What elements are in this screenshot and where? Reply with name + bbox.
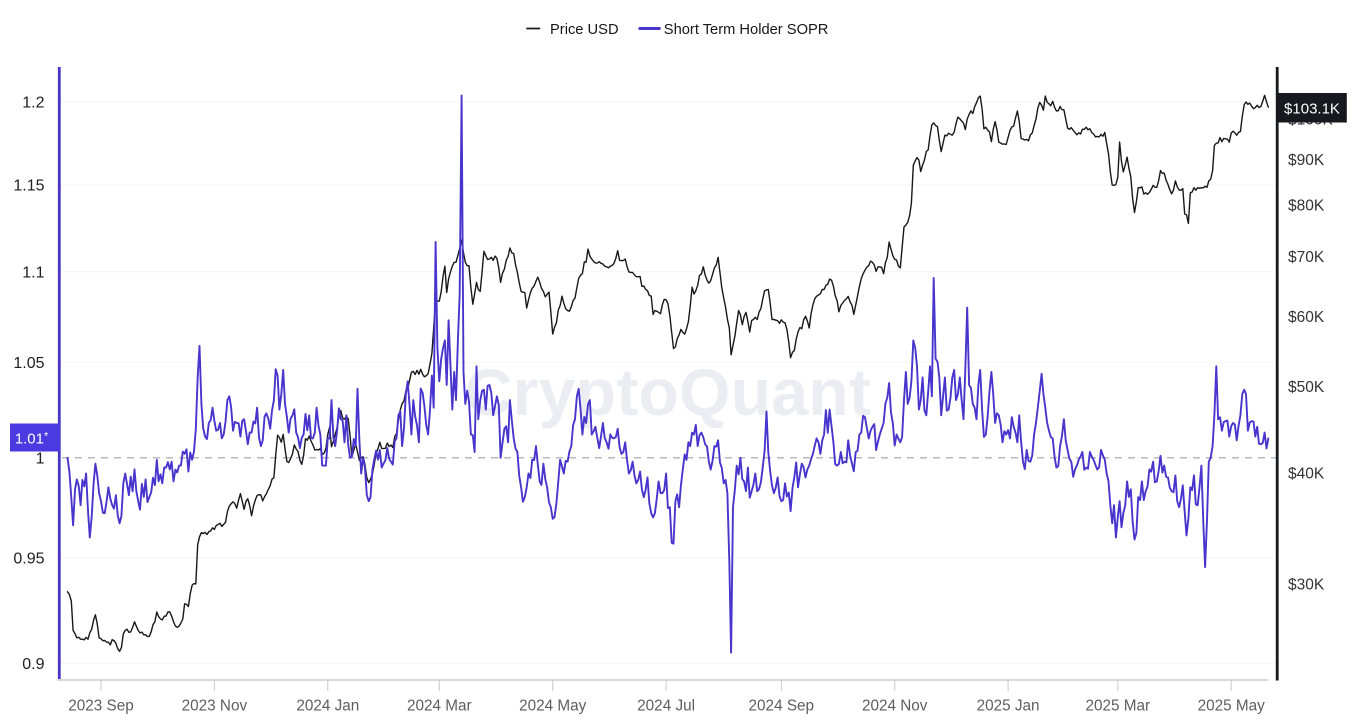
svg-text:0.95: 0.95: [13, 550, 44, 567]
svg-text:Price USD: Price USD: [550, 22, 619, 38]
svg-text:2025 Mar: 2025 Mar: [1085, 698, 1150, 715]
svg-text:2024 May: 2024 May: [519, 698, 587, 715]
svg-text:2025 Jan: 2025 Jan: [977, 698, 1040, 715]
svg-text:1.05: 1.05: [13, 355, 44, 372]
svg-text:$50K: $50K: [1288, 379, 1325, 396]
svg-text:$40K: $40K: [1288, 465, 1325, 482]
svg-text:2023 Sep: 2023 Sep: [68, 698, 134, 715]
svg-text:$90K: $90K: [1288, 152, 1325, 169]
svg-text:1: 1: [36, 450, 45, 467]
svg-text:0.9: 0.9: [22, 656, 44, 673]
svg-text:2025 May: 2025 May: [1198, 698, 1266, 715]
svg-text:2024 Mar: 2024 Mar: [407, 698, 472, 715]
svg-text:$80K: $80K: [1288, 198, 1325, 215]
svg-text:1.2: 1.2: [22, 95, 44, 112]
svg-text:2024 Sep: 2024 Sep: [749, 698, 815, 715]
svg-text:2024 Nov: 2024 Nov: [862, 698, 928, 715]
svg-text:2024 Jul: 2024 Jul: [637, 698, 695, 715]
svg-text:$60K: $60K: [1288, 309, 1325, 326]
svg-text:$70K: $70K: [1288, 249, 1325, 266]
svg-text:1.1: 1.1: [22, 264, 44, 281]
svg-text:$103.1K: $103.1K: [1284, 101, 1340, 118]
svg-text:1.15: 1.15: [13, 178, 44, 195]
svg-text:2023 Nov: 2023 Nov: [182, 698, 248, 715]
svg-text:CryptoQuant: CryptoQuant: [465, 355, 872, 429]
svg-text:1.01*: 1.01*: [15, 431, 49, 448]
svg-text:Short Term Holder SOPR: Short Term Holder SOPR: [664, 22, 829, 38]
svg-text:2024 Jan: 2024 Jan: [296, 698, 359, 715]
svg-text:$30K: $30K: [1288, 577, 1325, 594]
